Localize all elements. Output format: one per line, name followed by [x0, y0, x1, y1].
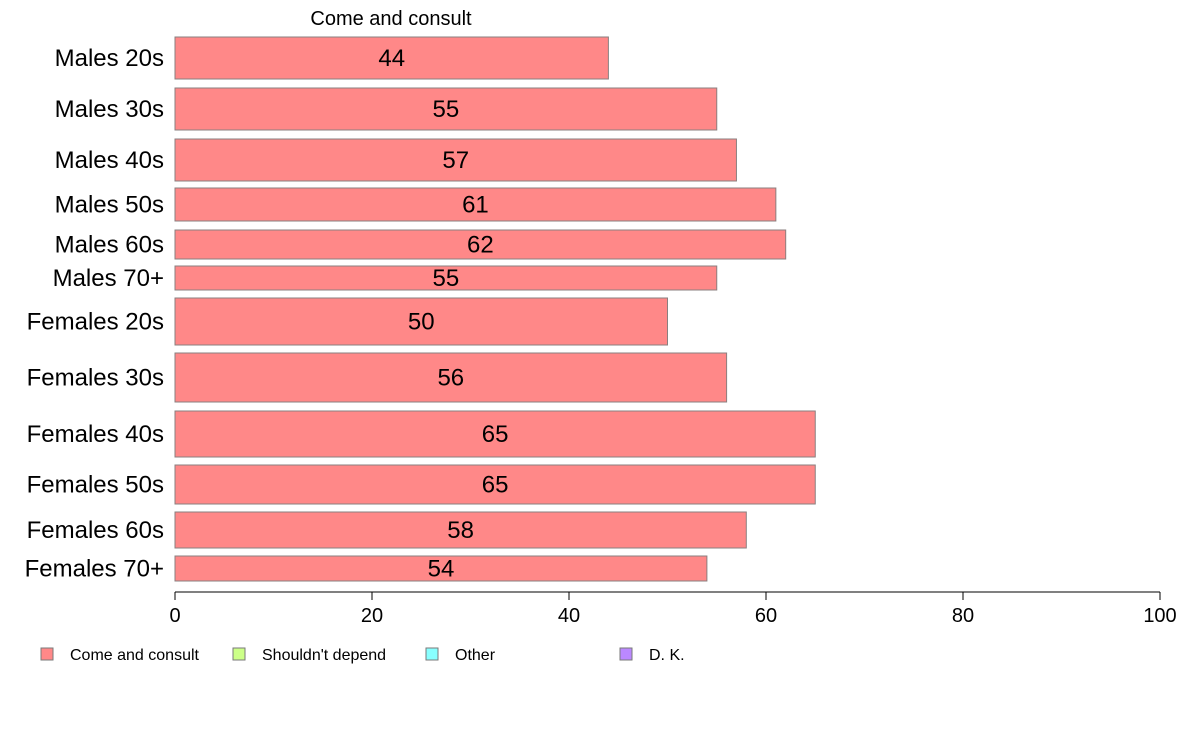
category-label: Males 40s: [55, 147, 164, 174]
category-label: Males 50s: [55, 192, 164, 219]
bar: [174, 138, 737, 182]
bar: [174, 352, 728, 403]
bar: [174, 511, 747, 549]
legend: Come and consult Shouldn't depend Other D. …: [40, 647, 685, 664]
category-label: Females 70+: [25, 556, 164, 583]
bar-value-label: 58: [447, 517, 474, 544]
value-labels: 44 55 57 61 62 55 50 56 65 65 58 54: [378, 45, 508, 583]
bar-value-label: 50: [408, 309, 435, 336]
bar: [174, 36, 609, 80]
legend-label: Come and consult: [70, 647, 200, 664]
category-label: Males 30s: [55, 96, 164, 123]
bar-value-label: 44: [378, 45, 405, 72]
legend-label: D. K.: [649, 647, 685, 664]
legend-label: Shouldn't depend: [262, 647, 386, 664]
bar-value-label: 65: [482, 421, 509, 448]
category-label: Females 30s: [27, 365, 164, 392]
category-label: Females 60s: [27, 517, 164, 544]
x-tick-label: 20: [361, 605, 383, 627]
x-tick-label: 100: [1143, 605, 1176, 627]
x-tick-label: 60: [755, 605, 777, 627]
bar: [174, 464, 816, 505]
legend-swatch: [619, 647, 633, 661]
legend-swatch: [40, 647, 54, 661]
category-label: Females 50s: [27, 472, 164, 499]
x-axis: 0 20 40 60 80 100: [169, 591, 1177, 627]
x-tick-label: 80: [952, 605, 974, 627]
legend-label: Other: [455, 647, 496, 664]
bar-value-label: 55: [433, 265, 460, 292]
x-tick-label: 40: [558, 605, 580, 627]
category-label: Males 70+: [53, 265, 164, 292]
bar-value-label: 55: [433, 96, 460, 123]
bar: [174, 229, 787, 260]
bar: [174, 297, 668, 346]
bar-value-label: 57: [442, 147, 469, 174]
legend-swatch: [425, 647, 439, 661]
category-label: Females 40s: [27, 421, 164, 448]
category-labels: Males 20s Males 30s Males 40s Males 50s Male…: [25, 45, 164, 583]
bar: [174, 265, 718, 291]
category-label: Females 20s: [27, 309, 164, 336]
bar-value-label: 62: [467, 232, 494, 259]
column-title: Come and consult: [310, 8, 472, 30]
bar: [174, 187, 777, 222]
category-label: Males 20s: [55, 45, 164, 72]
bar-value-label: 54: [428, 556, 455, 583]
bar: [174, 410, 816, 458]
bar: [174, 87, 718, 131]
bar: [174, 555, 708, 582]
x-tick-label: 0: [169, 605, 180, 627]
category-label: Males 60s: [55, 232, 164, 259]
bars-group: [174, 36, 816, 582]
bar-value-label: 56: [437, 365, 464, 392]
bar-value-label: 65: [482, 472, 509, 499]
bar-value-label: 61: [462, 192, 489, 219]
legend-swatch: [232, 647, 246, 661]
